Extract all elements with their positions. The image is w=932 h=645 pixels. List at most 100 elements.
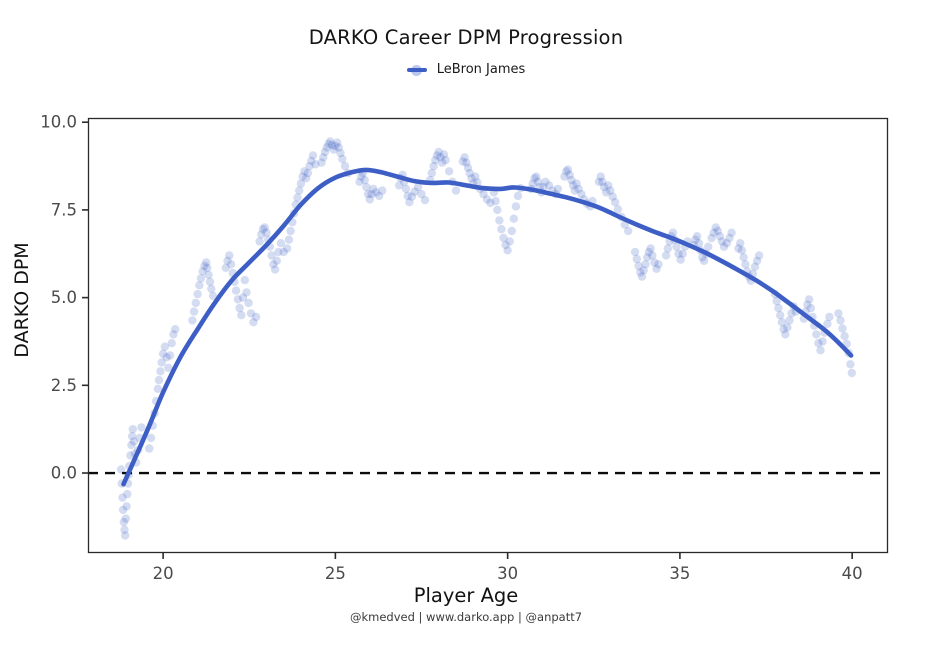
scatter-point xyxy=(823,319,832,329)
scatter-point xyxy=(363,189,373,199)
scatter-point xyxy=(305,161,314,171)
scatter-point xyxy=(596,172,605,181)
scatter-point xyxy=(162,353,171,362)
scatter-point xyxy=(320,147,330,157)
scatter-point xyxy=(838,324,847,333)
scatter-point xyxy=(511,202,521,211)
scatter-point xyxy=(482,195,492,204)
scatter-point xyxy=(816,346,825,355)
scatter-point xyxy=(776,311,785,320)
scatter-point xyxy=(783,323,792,332)
scatter-point xyxy=(121,531,130,540)
scatter-point xyxy=(779,325,788,334)
scatter-point xyxy=(160,342,169,351)
y-tick-label: 7.5 xyxy=(51,200,77,219)
scatter-point xyxy=(434,147,443,157)
scatter-point xyxy=(198,267,207,276)
scatter-point xyxy=(118,505,128,515)
scatter-point xyxy=(818,337,827,346)
scatter-point xyxy=(632,254,641,264)
scatter-point xyxy=(699,256,709,265)
scatter-point xyxy=(493,205,502,215)
x-tick-label: 35 xyxy=(669,564,690,583)
scatter-point xyxy=(188,316,197,325)
scatter-point xyxy=(205,277,215,286)
scatter-point xyxy=(365,195,374,204)
scatter-point xyxy=(836,316,845,325)
y-tick-label: 0.0 xyxy=(51,464,77,483)
scatter-point xyxy=(503,246,512,255)
scatter-point xyxy=(157,358,166,367)
scatter-point xyxy=(774,303,783,313)
scatter-point xyxy=(486,198,495,208)
scatter-point xyxy=(303,168,312,178)
scatter-point xyxy=(235,303,244,313)
scatter-point xyxy=(444,167,454,176)
scatter-point xyxy=(203,263,212,272)
scatter-point xyxy=(145,444,154,453)
scatter-point xyxy=(491,196,500,206)
x-tick-label: 20 xyxy=(153,564,174,583)
scatter-point xyxy=(156,367,165,376)
scatter-point xyxy=(324,139,333,149)
scatter-point xyxy=(495,216,504,225)
scatter-point xyxy=(711,223,720,232)
y-tick-label: 5.0 xyxy=(51,288,77,307)
scatter-point xyxy=(276,239,286,248)
scatter-point xyxy=(451,186,461,195)
scatter-point xyxy=(803,300,812,309)
scatter-point xyxy=(279,247,288,257)
scatter-point xyxy=(246,309,256,318)
legend-dash-icon xyxy=(406,67,427,72)
scatter-point xyxy=(727,228,736,237)
scatter-point xyxy=(301,174,311,183)
scatter-point xyxy=(282,244,292,253)
scatter-point xyxy=(606,186,615,195)
scatter-point xyxy=(462,158,471,167)
scatter-point xyxy=(267,251,276,260)
scatter-point xyxy=(460,153,469,162)
scatter-point xyxy=(274,247,283,257)
scatter-point xyxy=(311,160,320,169)
scatter-point xyxy=(369,184,378,194)
scatter-point xyxy=(225,251,234,260)
scatter-point xyxy=(322,143,331,152)
scatter-point xyxy=(539,182,548,192)
scatter-point xyxy=(237,311,246,320)
scatter-point xyxy=(223,256,232,265)
scatter-point xyxy=(787,309,796,318)
scatter-point xyxy=(668,228,678,237)
scatter-point xyxy=(374,191,384,201)
scatter-point xyxy=(272,256,281,265)
scatter-point xyxy=(663,244,672,253)
scatter-point xyxy=(118,493,127,502)
scatter-point xyxy=(207,284,216,293)
scatter-point xyxy=(244,298,253,308)
scatter-point xyxy=(750,262,760,271)
scatter-point xyxy=(772,296,781,306)
x-axis-label: Player Age xyxy=(413,584,519,607)
scatter-point xyxy=(410,187,419,196)
scatter-point xyxy=(834,309,843,318)
scatter-point xyxy=(577,189,586,199)
scatter-point xyxy=(541,177,550,186)
scatter-point xyxy=(713,226,722,236)
scatter-point xyxy=(153,384,163,393)
scatter-point xyxy=(715,232,725,241)
scatter-point xyxy=(560,172,569,181)
scatter-point xyxy=(123,489,132,499)
scatter-point xyxy=(196,274,206,283)
scatter-point xyxy=(734,244,743,253)
scatter-point xyxy=(812,330,821,339)
scatter-point xyxy=(717,237,727,246)
scatter-point xyxy=(307,156,316,165)
scatter-point xyxy=(643,253,652,262)
scatter-point xyxy=(804,295,814,304)
scatter-point xyxy=(572,179,581,188)
scatter-point xyxy=(806,303,815,313)
scatter-point xyxy=(357,172,366,181)
scatter-point xyxy=(528,179,537,188)
scatter-point xyxy=(116,465,126,474)
scatter-point xyxy=(367,189,376,199)
scatter-point xyxy=(269,260,278,269)
